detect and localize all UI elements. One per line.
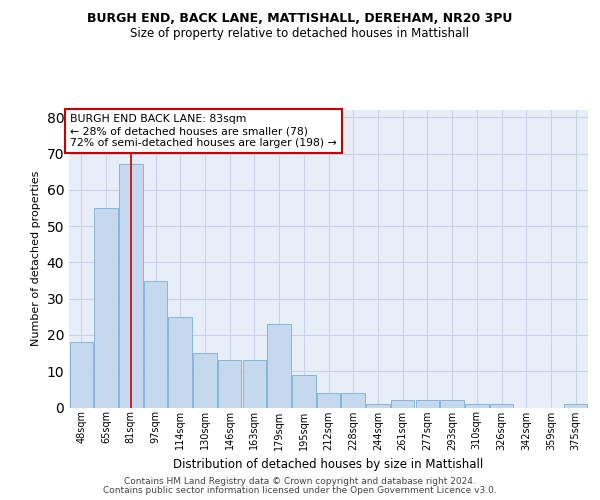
Bar bbox=[193, 353, 217, 408]
Bar bbox=[341, 393, 365, 407]
Bar bbox=[391, 400, 415, 407]
Bar bbox=[268, 324, 291, 407]
Y-axis label: Number of detached properties: Number of detached properties bbox=[31, 171, 41, 346]
Text: BURGH END BACK LANE: 83sqm
← 28% of detached houses are smaller (78)
72% of semi: BURGH END BACK LANE: 83sqm ← 28% of deta… bbox=[70, 114, 337, 148]
Text: Size of property relative to detached houses in Mattishall: Size of property relative to detached ho… bbox=[131, 28, 470, 40]
Bar bbox=[119, 164, 143, 408]
Bar bbox=[490, 404, 513, 407]
Bar bbox=[465, 404, 488, 407]
Bar bbox=[94, 208, 118, 408]
Bar bbox=[317, 393, 340, 407]
Bar bbox=[169, 317, 192, 408]
Bar bbox=[242, 360, 266, 408]
Bar bbox=[144, 280, 167, 407]
Bar bbox=[564, 404, 587, 407]
Bar bbox=[416, 400, 439, 407]
Text: Contains HM Land Registry data © Crown copyright and database right 2024.: Contains HM Land Registry data © Crown c… bbox=[124, 477, 476, 486]
X-axis label: Distribution of detached houses by size in Mattishall: Distribution of detached houses by size … bbox=[173, 458, 484, 471]
Text: Contains public sector information licensed under the Open Government Licence v3: Contains public sector information licen… bbox=[103, 486, 497, 495]
Bar bbox=[218, 360, 241, 408]
Text: BURGH END, BACK LANE, MATTISHALL, DEREHAM, NR20 3PU: BURGH END, BACK LANE, MATTISHALL, DEREHA… bbox=[88, 12, 512, 26]
Bar bbox=[70, 342, 93, 407]
Bar bbox=[440, 400, 464, 407]
Bar bbox=[366, 404, 389, 407]
Bar bbox=[292, 375, 316, 408]
